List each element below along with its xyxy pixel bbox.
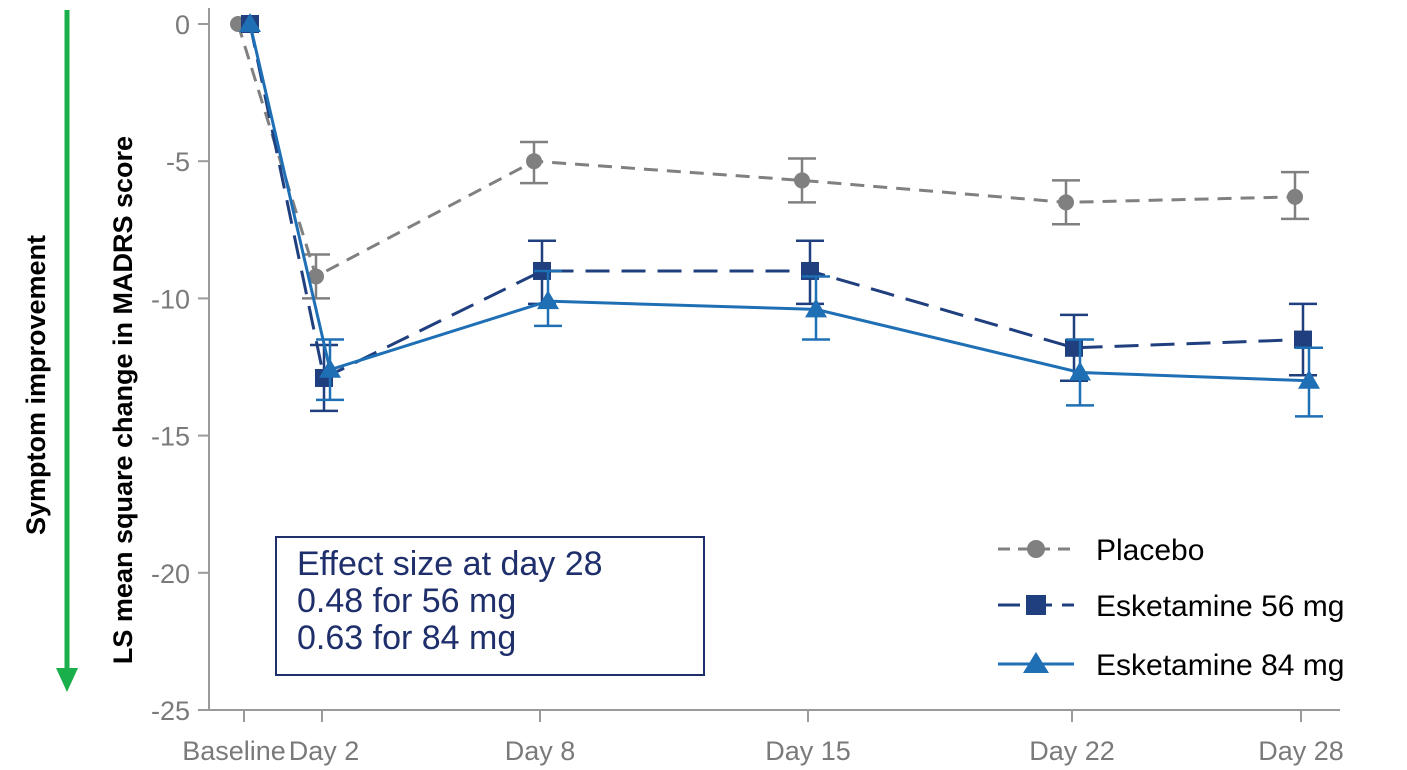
y-axis-title: LS mean square change in MADRS score [108,136,138,664]
y-tick-label: -25 [151,696,190,726]
data-point [1058,194,1074,211]
legend-marker [1023,652,1049,673]
y-tick-label: -5 [166,147,190,177]
data-point [1069,361,1091,381]
x-ticks: Baseline Day 2 Day 8 Day 15 Day 22 Day 28 [182,710,1344,766]
data-point [794,172,810,189]
legend-label: Placebo [1096,534,1204,567]
effect-size-56mg: 0.48 for 56 mg [297,582,517,620]
data-point [308,268,324,285]
y-tick-label: -15 [151,422,190,452]
data-point [1298,369,1320,389]
effect-size-title: Effect size at day 28 [297,545,603,583]
symptom-improvement-arrow [56,10,78,692]
data-point [239,13,261,32]
x-tick-label: Day 28 [1258,736,1344,766]
series-line [248,23,1310,383]
y-tick-label: -20 [151,559,190,589]
data-point [319,358,341,378]
x-tick-label: Day 22 [1029,736,1115,766]
series-placebo [230,16,1309,300]
y-ticks: 0 -5 -10 -15 -20 -25 [151,10,209,726]
x-tick-label: Day 8 [505,736,576,766]
data-point [1287,188,1303,205]
data-point [1065,338,1083,357]
effect-size-84mg: 0.63 for 84 mg [297,619,517,657]
series-esketamine-84-mg [239,13,1323,418]
improvement-arrowhead [56,668,78,692]
data-point [537,290,559,310]
y-tick-label: -10 [151,284,190,314]
legend-label: Esketamine 56 mg [1096,590,1344,623]
legend-label: Esketamine 84 mg [1096,649,1344,682]
series-line [236,23,1296,279]
x-tick-label: Day 2 [289,736,360,766]
legend-marker [1027,540,1045,558]
effect-size-box: Effect size at day 28 0.48 for 56 mg 0.6… [275,536,705,676]
y-tick-label: 0 [175,10,190,40]
data-point [526,153,542,170]
x-tick-label: Baseline [182,736,286,766]
series-line [248,23,1304,381]
data-point [805,298,827,318]
legend-marker [1026,595,1046,615]
legend: Placebo Esketamine 56 mg Esketamine 84 mg [998,534,1344,682]
data-point [1294,330,1312,349]
series-esketamine-56-mg [241,15,1317,413]
x-tick-label: Day 15 [765,736,851,766]
side-label: Symptom improvement [21,235,51,535]
series-layer [230,13,1323,418]
